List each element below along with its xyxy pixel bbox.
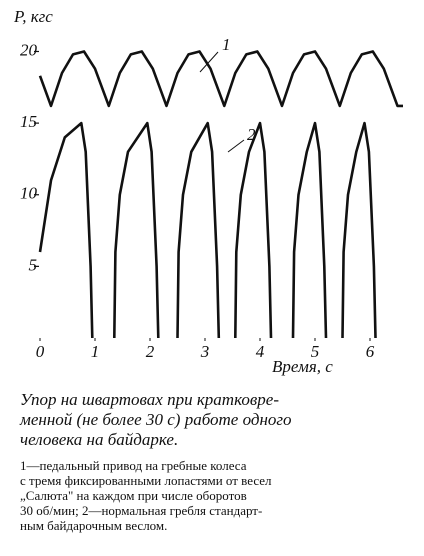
series-label: 1 xyxy=(222,35,231,54)
series-line xyxy=(38,50,403,108)
leader-line xyxy=(199,51,219,73)
series-label: 2 xyxy=(247,125,256,144)
text-line: с тремя фиксированными лопастями от весе… xyxy=(20,473,272,488)
series-line xyxy=(38,121,377,339)
x-tick-label: 6 xyxy=(366,342,375,361)
text-line: „Салюта" на каждом при числе оборотов xyxy=(20,488,247,503)
x-tick-label: 2 xyxy=(146,342,155,361)
caption: Упор на швартовах при кратковре-менной (… xyxy=(20,390,412,450)
x-tick-label: 3 xyxy=(200,342,210,361)
text-line: 1—педальный привод на гребные колеса xyxy=(20,458,247,473)
text-line: человека на байдарке. xyxy=(20,430,179,449)
leader-line xyxy=(227,139,245,153)
y-tick-label: 20 xyxy=(20,40,38,59)
y-tick-label: 15 xyxy=(20,112,37,131)
x-axis-label: Время, с xyxy=(272,357,333,376)
x-tick-label: 1 xyxy=(91,342,100,361)
x-tick-label: 5 xyxy=(311,342,320,361)
x-tick-label: 0 xyxy=(36,342,45,361)
text-line: Упор на швартовах при кратковре- xyxy=(20,390,279,409)
note: 1—педальный привод на гребные колеса с тр… xyxy=(20,458,412,533)
x-tick-label: 4 xyxy=(256,342,265,361)
y-tick-label: 10 xyxy=(20,184,38,203)
text-line: менной (не более 30 с) работе одного xyxy=(20,410,292,429)
text-line: 30 об/мин; 2—нормальная гребля стандарт- xyxy=(20,503,263,518)
text-line: ным байдарочным веслом. xyxy=(20,518,168,533)
y-tick-label: 5 xyxy=(29,255,38,274)
chart: P, кгс Время, с 5 10 15 20 0 1 2 3 4 5 6 1 2 xyxy=(13,7,403,376)
y-axis-label: P, кгс xyxy=(13,7,53,26)
